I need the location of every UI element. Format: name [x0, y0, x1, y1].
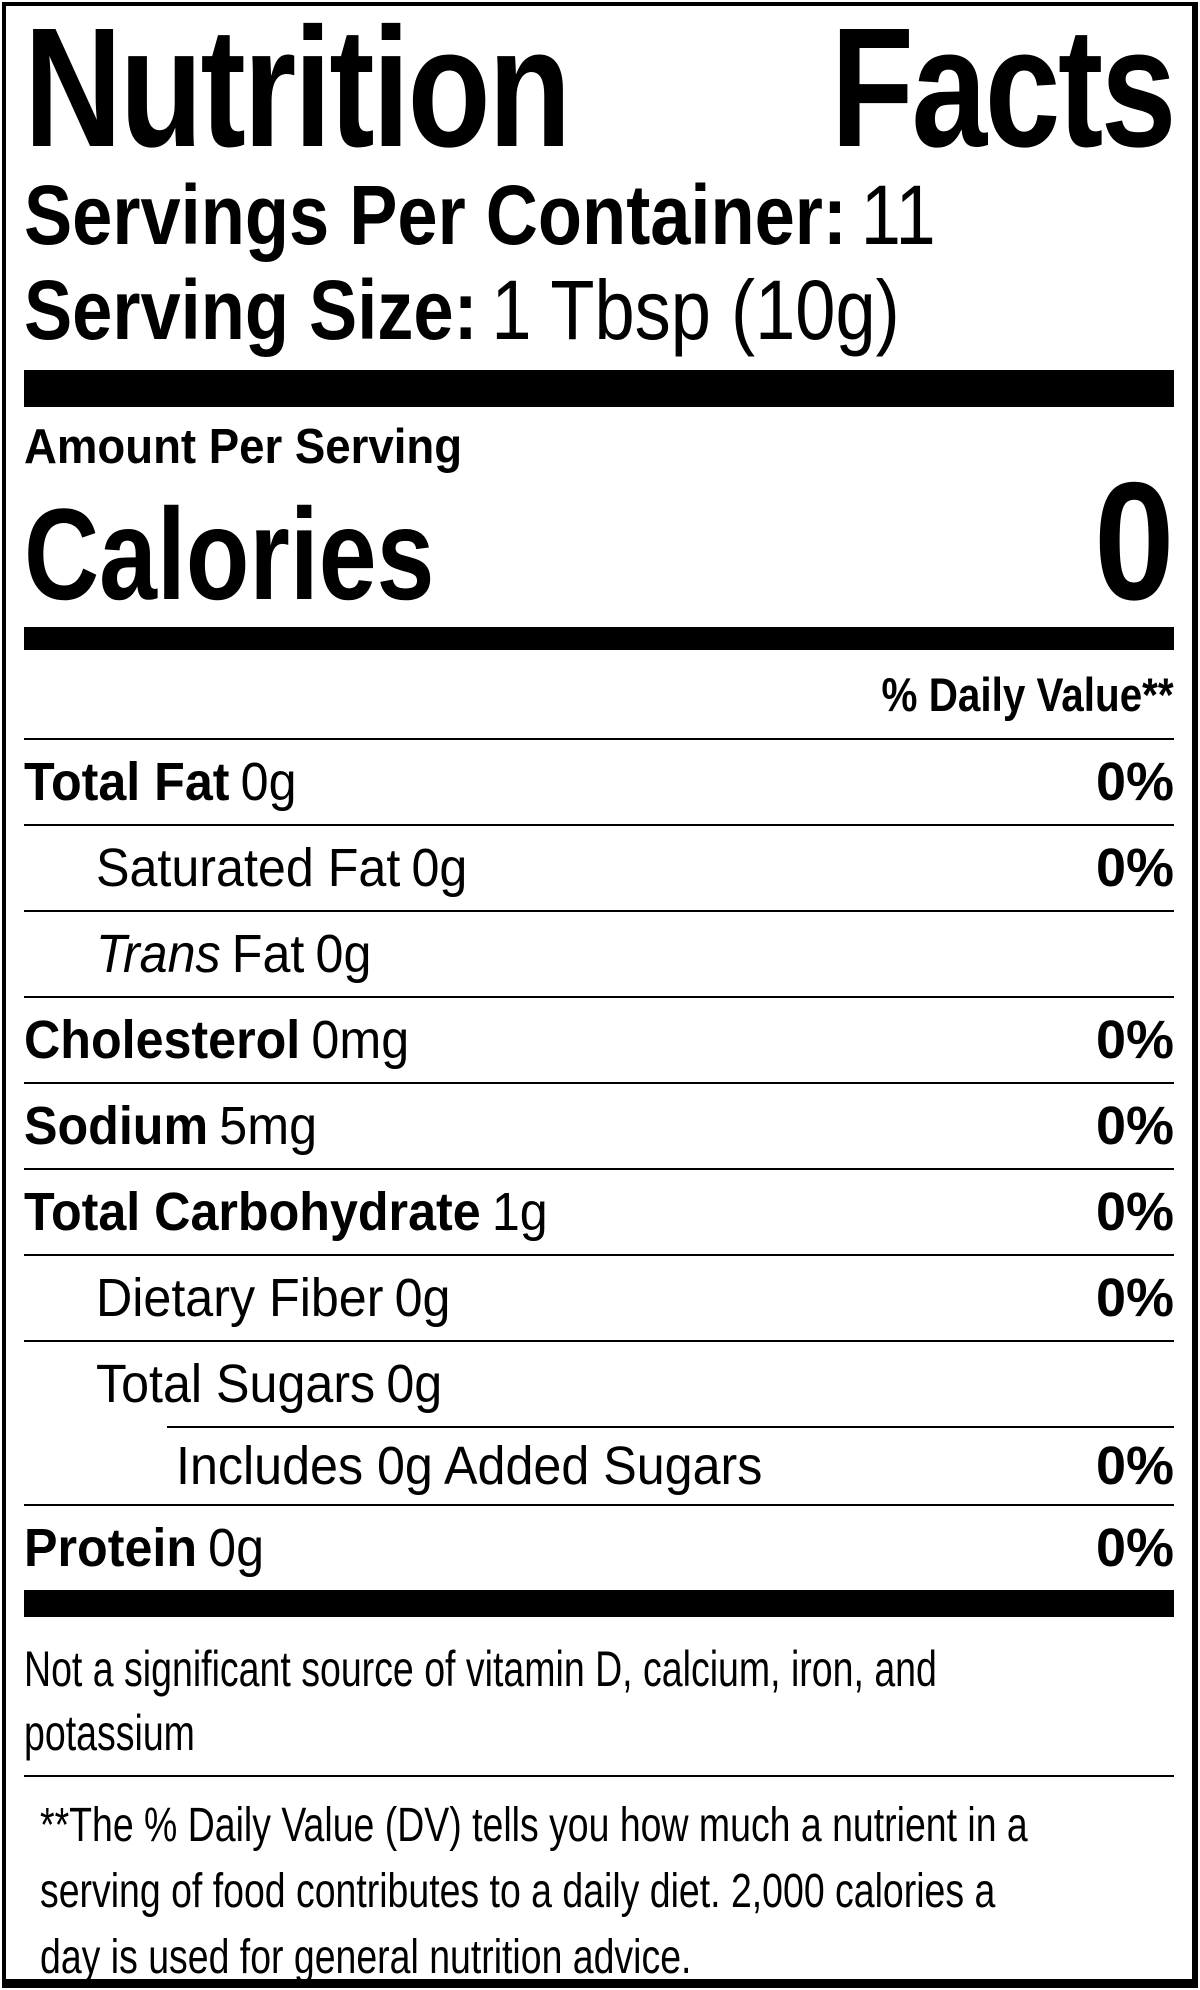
nutrient-row-added-sugars: Includes 0g Added Sugars 0% [24, 1428, 1174, 1504]
nutrient-label: Dietary Fiber [96, 1268, 384, 1328]
divider-rule [24, 824, 1174, 826]
calories-label: Calories [24, 481, 435, 627]
nutrient-label-italic-prefix: Trans [96, 924, 221, 984]
amount-per-serving-label: Amount Per Serving [24, 420, 463, 474]
daily-value-cell: 0% [1095, 1096, 1174, 1156]
nutrient-label: Total Carbohydrate [24, 1182, 481, 1242]
daily-value-cell: 0% [1095, 752, 1174, 812]
nutrient-row-total-fat: Total Fat 0g 0% [24, 740, 1174, 824]
thick-divider-top [24, 370, 1174, 407]
nutrient-label: Includes 0g Added Sugars [176, 1436, 763, 1496]
daily-value-cell: 0% [1095, 1182, 1174, 1242]
divider-rule [24, 1504, 1174, 1506]
title-word-nutrition: Nutrition [24, 2, 571, 183]
daily-value-header: % Daily Value** [24, 650, 1174, 740]
footnote: **The % Daily Value (DV) tells you how m… [24, 1775, 1174, 1984]
daily-value-cell: 0% [1095, 838, 1174, 898]
nutrient-label: Saturated Fat [96, 838, 401, 898]
footnote-line-1: **The % Daily Value (DV) tells you how m… [40, 1799, 1028, 1852]
divider-rule [24, 1340, 1174, 1342]
divider-rule [24, 1082, 1174, 1084]
label-title: Nutrition Facts [24, 2, 1177, 183]
nutrient-amount: 1g [491, 1182, 548, 1242]
servings-per-container-label: Servings Per Container: [24, 168, 847, 262]
serving-size: Serving Size: 1 Tbsp (10g) [24, 263, 1174, 358]
nutrient-row-total-carbohydrate: Total Carbohydrate 1g 0% [24, 1170, 1174, 1254]
calories-row: Calories 0 [24, 447, 1174, 635]
serving-size-value: 1 Tbsp (10g) [491, 263, 900, 357]
divider-rule [24, 1168, 1174, 1170]
nutrient-amount: 0g [394, 1268, 451, 1328]
nutrient-row-cholesterol: Cholesterol 0mg 0% [24, 998, 1174, 1082]
footnote-line-3: day is used for general nutrition advice… [40, 1931, 692, 1984]
disclaimer-line-1: Not a significant source of vitamin D, c… [24, 1641, 937, 1697]
nutrient-label: Total Fat [24, 752, 230, 812]
servings-per-container-value: 11 [860, 168, 936, 262]
nutrient-label: Protein [24, 1518, 198, 1578]
footnote-line-2: serving of food contributes to a daily d… [40, 1865, 996, 1918]
disclaimer-line-2: potassium [24, 1705, 195, 1761]
nutrient-amount: 0g [386, 1354, 443, 1414]
nutrient-row-total-sugars: Total Sugars 0g [24, 1342, 1174, 1426]
nutrient-amount: 0g [411, 838, 468, 898]
divider-rule-indented [167, 1426, 1174, 1428]
daily-value-cell: 0% [1095, 1268, 1174, 1328]
title-word-facts: Facts [830, 2, 1177, 183]
divider-rule [24, 910, 1174, 912]
nutrient-label: Total Sugars [96, 1354, 376, 1414]
divider-rule [24, 996, 1174, 998]
nutrient-label: Fat [231, 924, 305, 984]
daily-value-cell: 0% [1095, 1010, 1174, 1070]
serving-size-label: Serving Size: [24, 263, 478, 357]
servings-per-container: Servings Per Container: 11 [24, 168, 1174, 263]
daily-value-cell: 0% [1095, 1518, 1174, 1578]
nutrient-label: Sodium [24, 1096, 209, 1156]
nutrient-amount: 0mg [311, 1010, 410, 1070]
thick-divider-bottom [24, 1590, 1174, 1617]
calories-value: 0 [1093, 447, 1174, 635]
nutrient-label: Cholesterol [24, 1010, 301, 1070]
nutrient-amount: 0g [240, 752, 297, 812]
divider-rule [24, 1254, 1174, 1256]
nutrient-row-protein: Protein 0g 0% [24, 1506, 1174, 1590]
nutrient-amount: 5mg [219, 1096, 317, 1156]
nutrient-row-sodium: Sodium 5mg 0% [24, 1084, 1174, 1168]
disclaimer: Not a significant source of vitamin D, c… [24, 1637, 1174, 1765]
nutrient-amount: 0g [208, 1518, 265, 1578]
nutrient-amount: 0g [315, 924, 372, 984]
nutrient-row-saturated-fat: Saturated Fat 0g 0% [24, 826, 1174, 910]
nutrient-row-trans-fat: Trans Fat 0g [24, 912, 1174, 996]
medium-divider-calories [24, 627, 1174, 650]
daily-value-cell: 0% [1095, 1436, 1174, 1496]
nutrient-row-dietary-fiber: Dietary Fiber 0g 0% [24, 1256, 1174, 1340]
